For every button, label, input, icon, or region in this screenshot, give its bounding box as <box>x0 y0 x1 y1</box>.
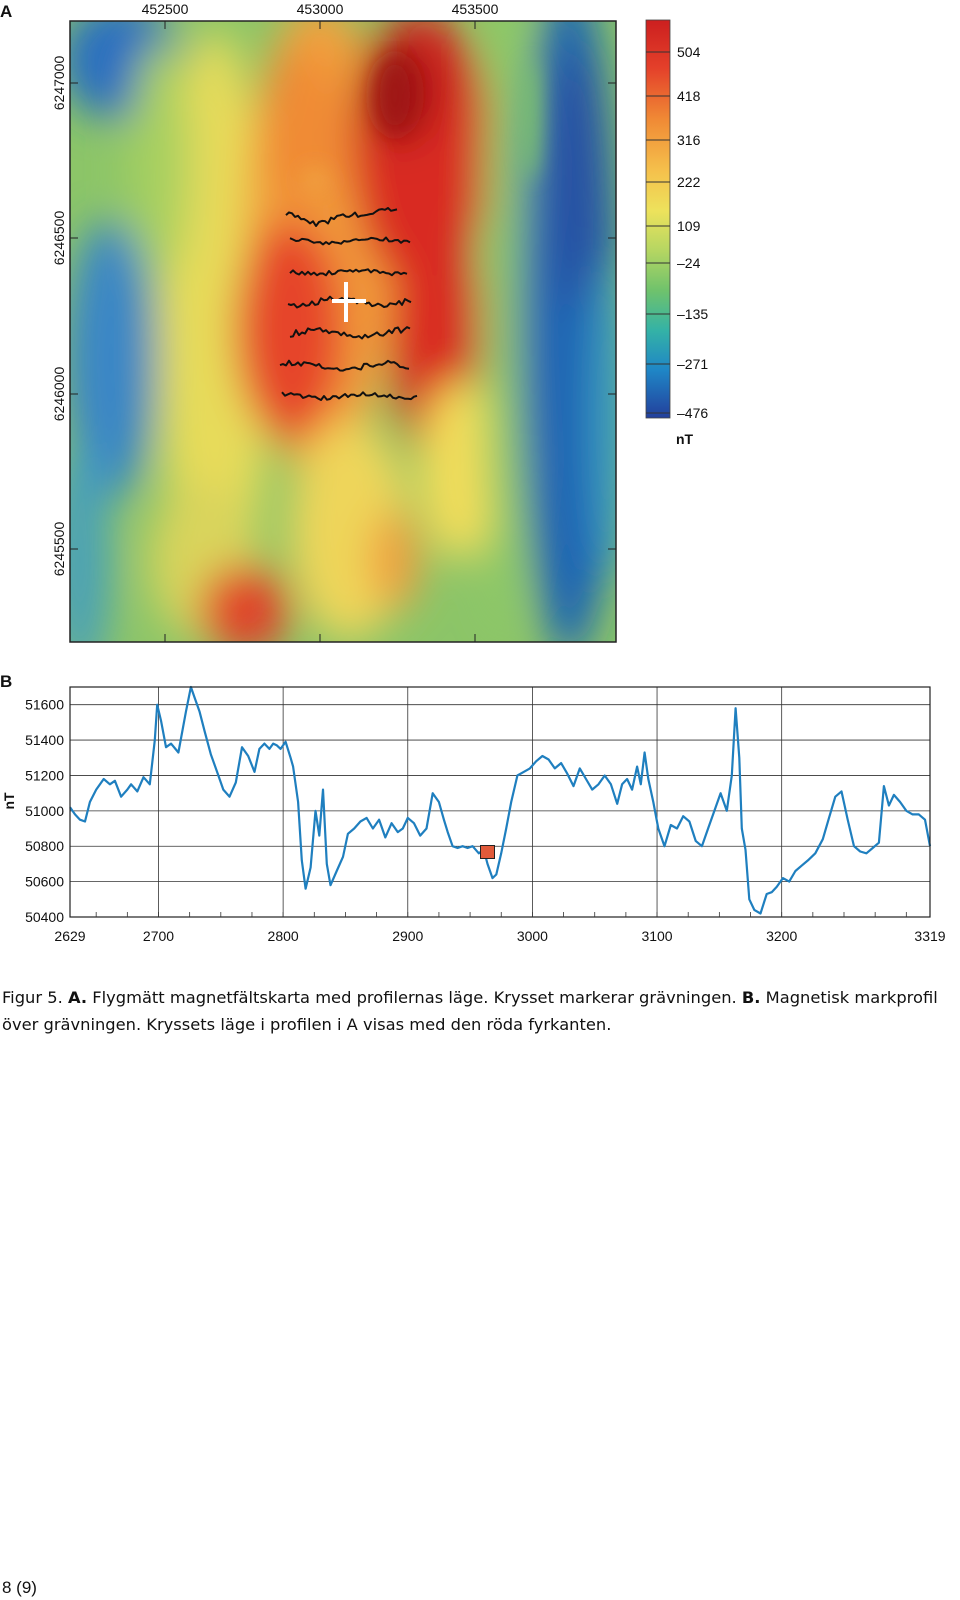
colorbar-ticks: 504 418 316 222 109 –24 –135 –271 –476 <box>646 44 708 421</box>
profile-chart: 2629 2700 2800 2900 3000 3100 3200 3319 51600 514… <box>1 685 946 944</box>
profile-line <box>285 207 398 227</box>
profile-axes: 2629 2700 2800 2900 3000 3100 3200 3319 51600 514… <box>25 697 946 944</box>
colorbar-unit: nT <box>676 431 694 447</box>
excavation-cross <box>332 282 366 322</box>
map-axes: 452500 453000 453500 6247000 6246500 6246000 6… <box>51 1 616 642</box>
profile-x-tick-label: 2700 <box>143 928 174 944</box>
caption-figure-label: Figur 5. <box>2 988 63 1007</box>
profile-y-tick-label: 50800 <box>25 838 64 854</box>
profile-lines <box>279 207 418 401</box>
profile-y-tick-label: 51000 <box>25 803 64 819</box>
colorbar-tick-label: 109 <box>677 218 701 234</box>
profile-line <box>289 236 411 246</box>
colorbar-tick-label: 316 <box>677 132 701 148</box>
profile-line <box>289 268 408 277</box>
colorbar <box>645 19 671 419</box>
profile-line <box>279 359 410 372</box>
profile-y-tick-label: 51200 <box>25 767 64 783</box>
caption-b-label: B. <box>741 988 761 1007</box>
profile-y-tick-label: 51600 <box>25 697 64 713</box>
profile-y-tick-label: 50600 <box>25 874 64 890</box>
map-field-layer <box>70 21 616 642</box>
profile-x-tick-label: 3319 <box>914 928 945 944</box>
colorbar-tick-label: 222 <box>677 174 701 190</box>
profile-line <box>281 391 418 401</box>
profile-y-tick-label: 50400 <box>25 909 64 925</box>
profile-x-tick-label: 2900 <box>392 928 423 944</box>
figure-caption: Figur 5. A. Flygmätt magnetfältskarta me… <box>2 984 952 1038</box>
map-y-tick-label: 6246000 <box>51 367 67 422</box>
colorbar-tick-label: –135 <box>677 306 708 322</box>
page-number: 8 (9) <box>2 1578 37 1597</box>
profile-x-tick-label: 3100 <box>641 928 672 944</box>
map-y-tick-label: 6247000 <box>51 56 67 111</box>
colorbar-tick-label: 418 <box>677 88 701 104</box>
caption-a-label: A. <box>67 988 88 1007</box>
map-y-tick-label: 6245500 <box>51 522 67 577</box>
profile-line <box>287 295 412 309</box>
profile-x-tick-label: 2800 <box>268 928 299 944</box>
profile-line <box>289 326 411 340</box>
profile-y-tick-label: 51400 <box>25 732 64 748</box>
colorbar-tick-label: 504 <box>677 44 701 60</box>
map-y-tick-label: 6246500 <box>51 211 67 266</box>
magnetic-map: 452500 453000 453500 6247000 6246500 6246000 6… <box>51 1 708 643</box>
colorbar-tick-label: –24 <box>677 255 701 271</box>
colorbar-tick-label: –476 <box>677 405 708 421</box>
map-x-tick-label: 453500 <box>452 1 499 17</box>
profile-x-tick-label: 2629 <box>54 928 85 944</box>
profile-x-tick-label: 3200 <box>766 928 797 944</box>
panel-b-letter: B <box>0 672 13 691</box>
excavation-marker <box>480 845 495 859</box>
profile-x-tick-label: 3000 <box>517 928 548 944</box>
map-x-tick-label: 453000 <box>297 1 344 17</box>
caption-b-text: Magnetisk markprofil över grävningen. Kr… <box>2 988 938 1034</box>
profile-grid <box>70 687 930 917</box>
profile-series-line <box>69 685 932 915</box>
caption-a-text: Flygmätt magnetfältskarta med profilerna… <box>87 988 742 1007</box>
colorbar-tick-label: –271 <box>677 356 708 372</box>
profile-y-axis-label: nT <box>1 792 17 810</box>
panel-a-letter: A <box>0 2 13 21</box>
map-x-tick-label: 452500 <box>142 1 189 17</box>
